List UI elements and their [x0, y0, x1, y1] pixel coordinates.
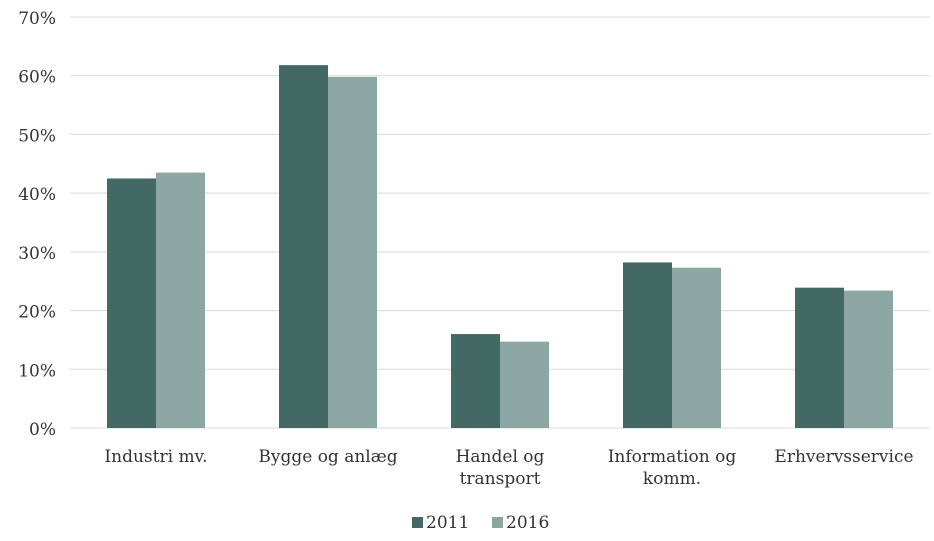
y-tick-label: 10%	[18, 361, 56, 381]
x-tick-label: Erhvervsservice	[774, 447, 913, 467]
y-tick-label: 50%	[18, 126, 56, 146]
bar-2011	[451, 334, 500, 428]
x-tick-label: Information og komm.	[608, 447, 737, 489]
bar-2016	[328, 76, 377, 428]
y-tick-label: 40%	[18, 185, 56, 205]
legend-swatch	[412, 517, 423, 528]
bar-2016	[672, 267, 721, 428]
x-tick-label: Handel og transport	[456, 447, 545, 489]
x-tick-label: Industri mv.	[104, 447, 207, 467]
bar-2016	[500, 341, 549, 428]
legend: 2011 2016	[412, 513, 549, 533]
bar-2011	[279, 65, 328, 428]
bars	[107, 65, 893, 428]
bar-2016	[844, 290, 893, 428]
legend-label: 2011	[426, 513, 469, 533]
bar-2011	[623, 262, 672, 428]
legend-label: 2016	[506, 513, 549, 533]
y-tick-label: 20%	[18, 303, 56, 323]
y-tick-label: 70%	[18, 9, 56, 29]
bar-2011	[107, 178, 156, 428]
x-tick-label: Bygge og anlæg	[258, 447, 397, 467]
y-tick-label: 30%	[18, 244, 56, 264]
gridlines	[70, 16, 930, 429]
bar-2016	[156, 172, 205, 428]
x-axis-tick-labels: Industri mv. Bygge og anlæg Handel og trans…	[104, 447, 913, 489]
y-axis-tick-labels: 0% 10% 20% 30% 40% 50% 60% 70%	[18, 9, 56, 440]
y-tick-label: 60%	[18, 68, 56, 88]
y-tick-label: 0%	[29, 420, 56, 440]
bar-2011	[795, 287, 844, 428]
legend-swatch	[492, 517, 503, 528]
